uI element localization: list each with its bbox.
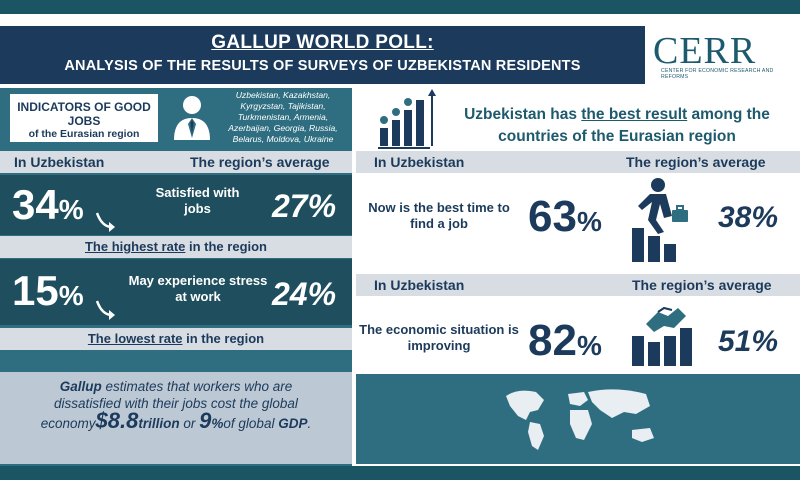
indicators-subtitle: of the Eurasian region xyxy=(28,128,140,140)
handshake-bars-icon xyxy=(632,306,692,366)
world-map-box xyxy=(356,374,800,464)
economy-uz-number: 82 xyxy=(528,316,577,365)
gallup-amount: 8.8 xyxy=(107,408,139,433)
jobs-avg-value: 27% xyxy=(272,188,337,224)
page-subtitle: ANALYSIS OF THE RESULTS OF SURVEYS OF UZ… xyxy=(64,58,581,74)
label-region-average: The region’s average xyxy=(632,277,772,293)
stress-note-rest: in the region xyxy=(182,331,265,346)
cerr-logo-word: CERR xyxy=(653,30,757,72)
right-labels-row-1: In Uzbekistan The region’s average xyxy=(356,151,800,173)
right-heading: Uzbekistan has the best result among the… xyxy=(438,104,796,148)
find-job-uz-percent: % xyxy=(576,206,602,237)
find-job-text: Now is the best time to find a job xyxy=(368,200,510,231)
top-strip xyxy=(0,0,800,14)
gallup-line-1: estimates that workers who are xyxy=(101,379,293,394)
stress-note-underlined: The lowest rate xyxy=(87,331,183,346)
economy-avg-value: 51% xyxy=(718,325,779,358)
gallup-note-box: Gallup estimates that workers who are di… xyxy=(0,372,352,464)
jobs-note-underlined: The highest rate xyxy=(84,239,186,254)
jobs-stat-row: 34% Satisfied with jobs 27% xyxy=(0,175,352,235)
find-job-uz-value: 63% xyxy=(528,194,602,245)
gallup-line-3: economy xyxy=(40,416,96,431)
right-heading-b: among the xyxy=(687,106,770,123)
businessman-icon xyxy=(174,96,210,140)
cerr-logo: CERR Center for Economic Research and Re… xyxy=(651,26,800,84)
indicators-box: INDICATORS OF GOOD JOBS of the Eurasian … xyxy=(10,94,158,142)
jobs-text: Satisfied with jobs xyxy=(155,185,240,216)
left-labels-row-1: In Uzbekistan The region’s average xyxy=(0,151,352,173)
arrow-down-icon xyxy=(95,300,115,320)
growth-chart-icon xyxy=(378,89,436,149)
stress-uz-percent: % xyxy=(58,280,84,311)
gallup-brand: Gallup xyxy=(59,379,102,394)
stress-text: May experience stress at work xyxy=(128,273,268,304)
jobs-note: The highest rate in the region xyxy=(0,236,352,258)
stress-note: The lowest rate in the region xyxy=(0,328,352,350)
indicators-title: INDICATORS OF GOOD JOBS xyxy=(17,100,151,128)
jobs-uz-percent: % xyxy=(58,194,84,225)
gallup-gdp: GDP xyxy=(278,416,308,431)
jobs-note-rest: in the region xyxy=(185,239,268,254)
stress-avg-value: 24% xyxy=(272,276,337,312)
countries-list: Uzbekistan, Kazakhstan, Kyrgyzstan, Taji… xyxy=(228,90,338,144)
jobs-uz-value: 34% xyxy=(12,183,84,232)
label-in-uzbekistan: In Uzbekistan xyxy=(374,277,465,293)
stress-uz-number: 15 xyxy=(12,267,59,314)
economy-text: The economic situation is improving xyxy=(359,322,519,353)
economy-uz-value: 82% xyxy=(528,318,602,369)
label-in-uzbekistan: In Uzbekistan xyxy=(374,154,465,170)
right-labels-row-2: In Uzbekistan The region’s average xyxy=(356,274,800,296)
title-bar: GALLUP WORLD POLL: ANALYSIS OF THE RESUL… xyxy=(0,26,645,84)
climbing-person-icon xyxy=(632,178,688,262)
gallup-line-2: dissatisfied with their jobs cost the gl… xyxy=(54,396,298,411)
world-map-icon xyxy=(506,389,654,450)
find-job-avg-value: 38% xyxy=(718,201,779,234)
gallup-or: or xyxy=(179,416,200,431)
label-region-average: The region’s average xyxy=(626,154,766,170)
gallup-end: . xyxy=(307,416,312,431)
cerr-logo-subtitle: Center for Economic Research and Reforms xyxy=(661,68,774,80)
stress-stat-row: 15% May experience stress at work 24% xyxy=(0,259,352,325)
gallup-share-pct: % xyxy=(211,416,224,431)
label-region-average: The region’s average xyxy=(190,154,330,170)
stress-uz-value: 15% xyxy=(12,269,84,318)
right-heading-underlined: the best result xyxy=(581,106,688,123)
gallup-share: 9 xyxy=(199,408,212,433)
label-in-uzbekistan: In Uzbekistan xyxy=(14,154,105,170)
arrow-down-icon xyxy=(95,212,115,232)
find-job-uz-number: 63 xyxy=(528,192,577,241)
right-heading-a: Uzbekistan has xyxy=(464,106,582,123)
right-heading-c: countries of the Eurasian region xyxy=(498,128,736,145)
economy-uz-percent: % xyxy=(576,330,602,361)
gallup-of: of global xyxy=(223,416,279,431)
gallup-currency: $ xyxy=(95,408,108,433)
gallup-unit: trillion xyxy=(138,416,180,431)
page-title: GALLUP WORLD POLL: xyxy=(211,32,434,53)
jobs-uz-number: 34 xyxy=(12,181,59,228)
bottom-strip xyxy=(0,466,800,480)
